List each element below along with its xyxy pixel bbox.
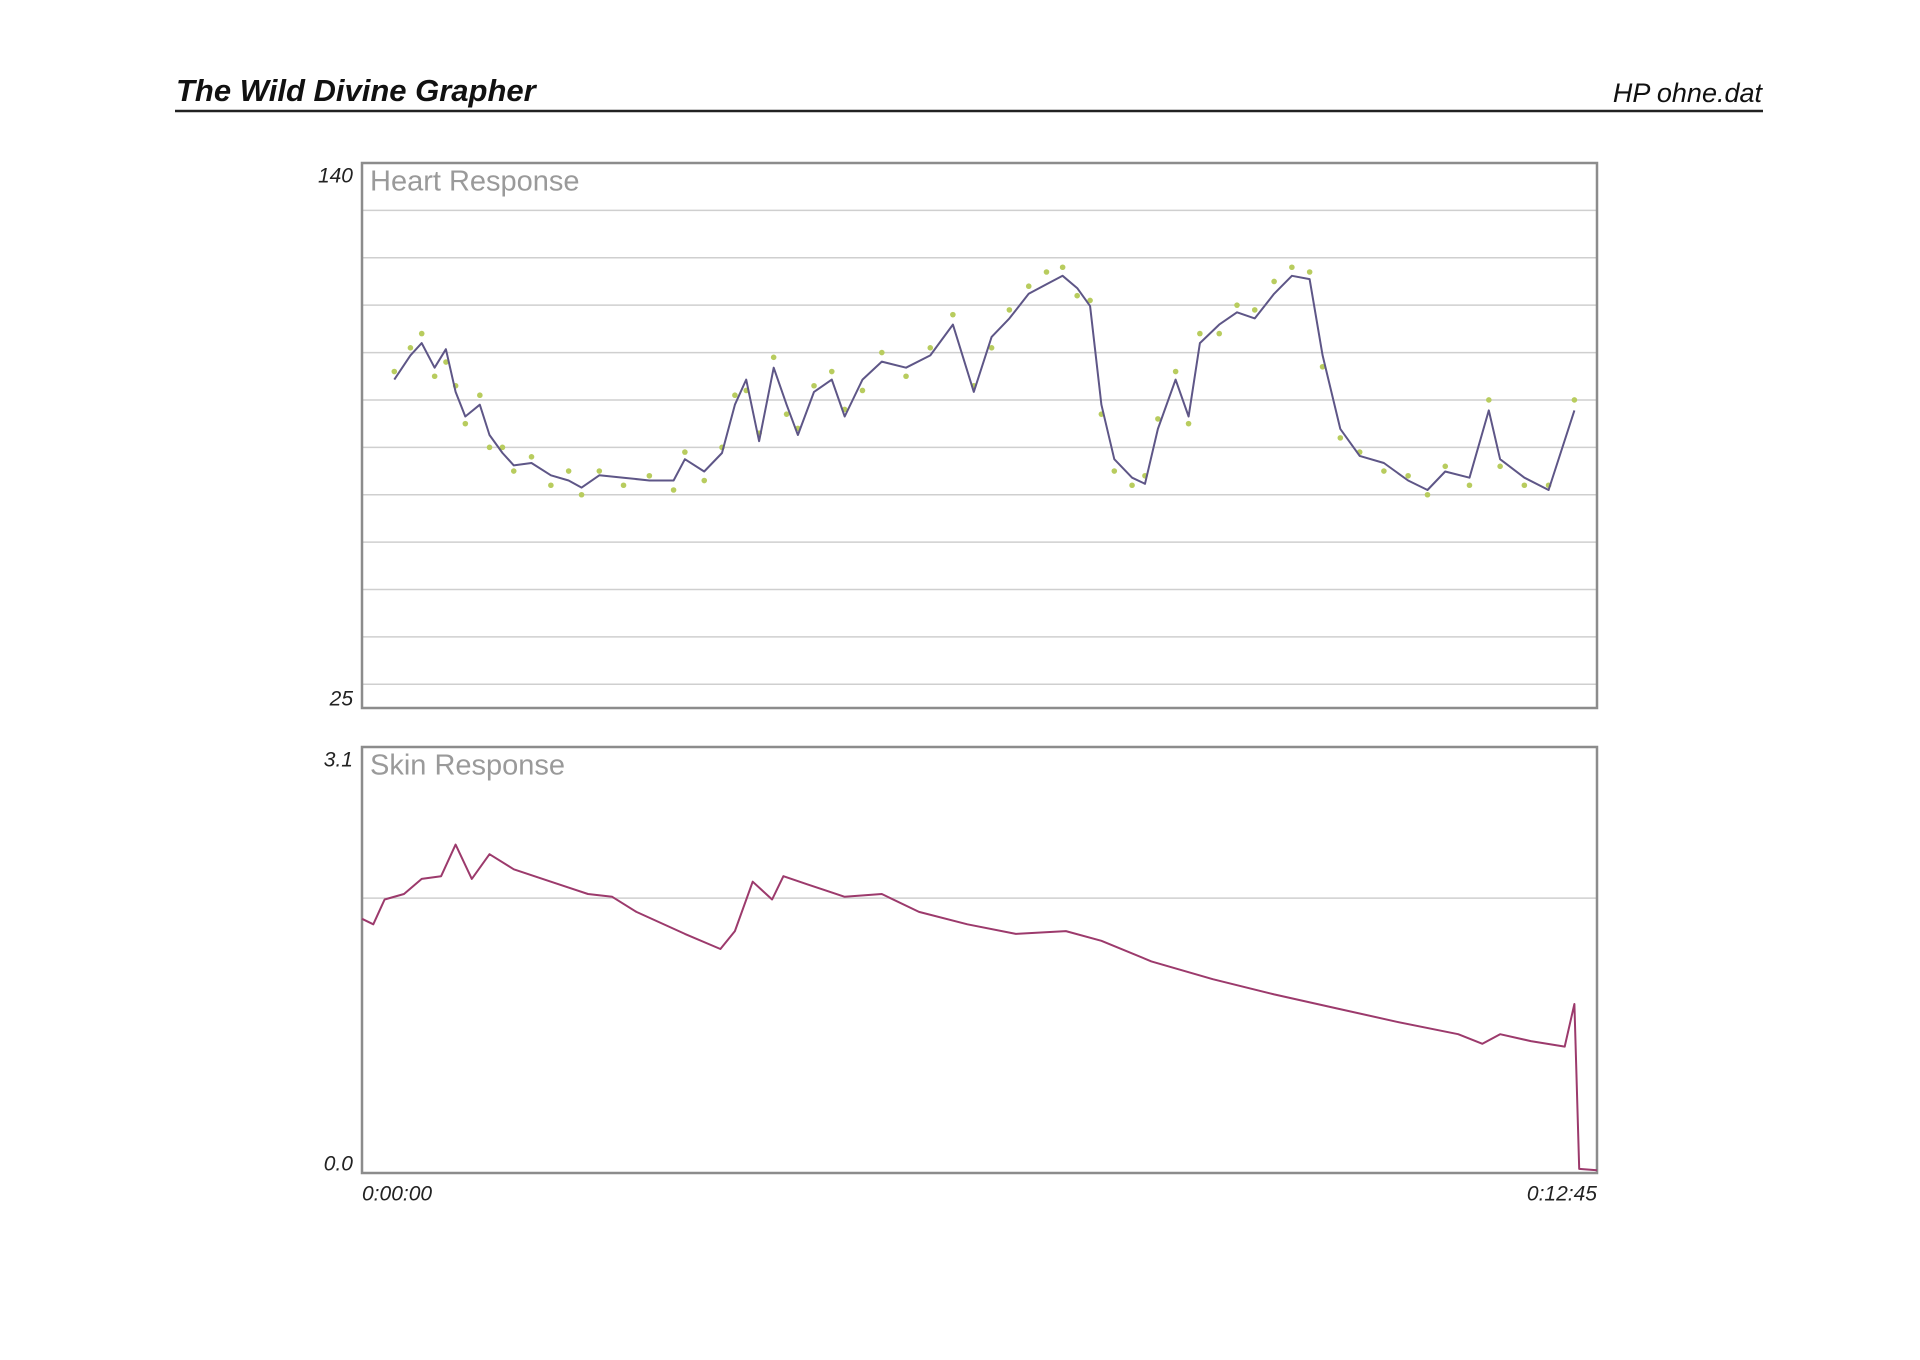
data-point [391,368,398,375]
data-point [578,491,585,498]
data-point [1306,269,1313,275]
data-point [1271,278,1277,285]
data-point [770,354,777,361]
data-point [1006,307,1013,313]
page-title: The Wild Divine Grapher [176,73,538,108]
chart-title: Skin Response [370,750,565,782]
data-point [443,359,449,365]
x-tick-label: 0:12:45 [1527,1183,1597,1206]
data-point [1025,283,1032,290]
data-point [1466,482,1473,489]
plot-frame [360,745,1599,1175]
data-point [828,368,835,375]
data-point [596,468,603,474]
data-point [1172,368,1179,375]
data-point [477,392,483,399]
data-point [462,420,469,427]
data-point [1289,264,1295,271]
data-point [1442,463,1449,470]
data-point [1497,463,1503,470]
data-point [701,477,708,484]
data-point [859,387,866,394]
data-point [418,330,425,337]
data-point [988,345,995,351]
data-point [510,468,517,474]
y-tick-label: 25 [329,688,354,711]
data-point [499,444,506,451]
data-point [646,472,653,479]
data-point [1129,482,1135,489]
data-point [1059,264,1066,271]
plot-frame [360,161,1599,710]
data-line [393,274,1576,491]
data-point [1111,468,1118,474]
data-point [528,454,535,460]
data-point [682,449,688,455]
data-point [1234,302,1240,308]
data-point [1486,397,1492,403]
data-point [1319,363,1326,370]
data-point [1185,420,1192,427]
chart-title: Heart Response [370,166,580,198]
data-point [407,345,414,351]
data-point [1216,330,1223,337]
data-point [548,482,554,489]
data-point [431,373,438,380]
data-point [670,487,677,493]
data-point [1521,482,1528,489]
data-point [1043,269,1050,275]
data-point [732,392,738,399]
data-point [1381,468,1387,474]
data-point [811,382,817,389]
data-point [620,482,627,489]
data-point [950,311,956,318]
file-name: HP ohne.dat [1613,78,1764,108]
data-point [903,373,909,380]
data-point [1424,491,1431,498]
data-point [783,411,790,417]
y-tick-label: 140 [318,165,353,188]
data-point [1251,307,1258,313]
data-point [1074,292,1080,299]
data-point [879,349,885,356]
x-tick-label: 0:00:00 [362,1183,432,1206]
data-point [565,468,572,474]
data-point [1405,472,1411,479]
data-point [1087,297,1093,304]
data-point [486,444,493,451]
data-point [1337,435,1344,441]
y-tick-label: 3.1 [324,749,353,772]
data-point [1197,330,1203,337]
data-line [361,843,1598,1172]
data-point [1571,397,1578,403]
y-tick-label: 0.0 [324,1153,354,1176]
data-point [1155,416,1161,422]
data-point [927,345,934,351]
